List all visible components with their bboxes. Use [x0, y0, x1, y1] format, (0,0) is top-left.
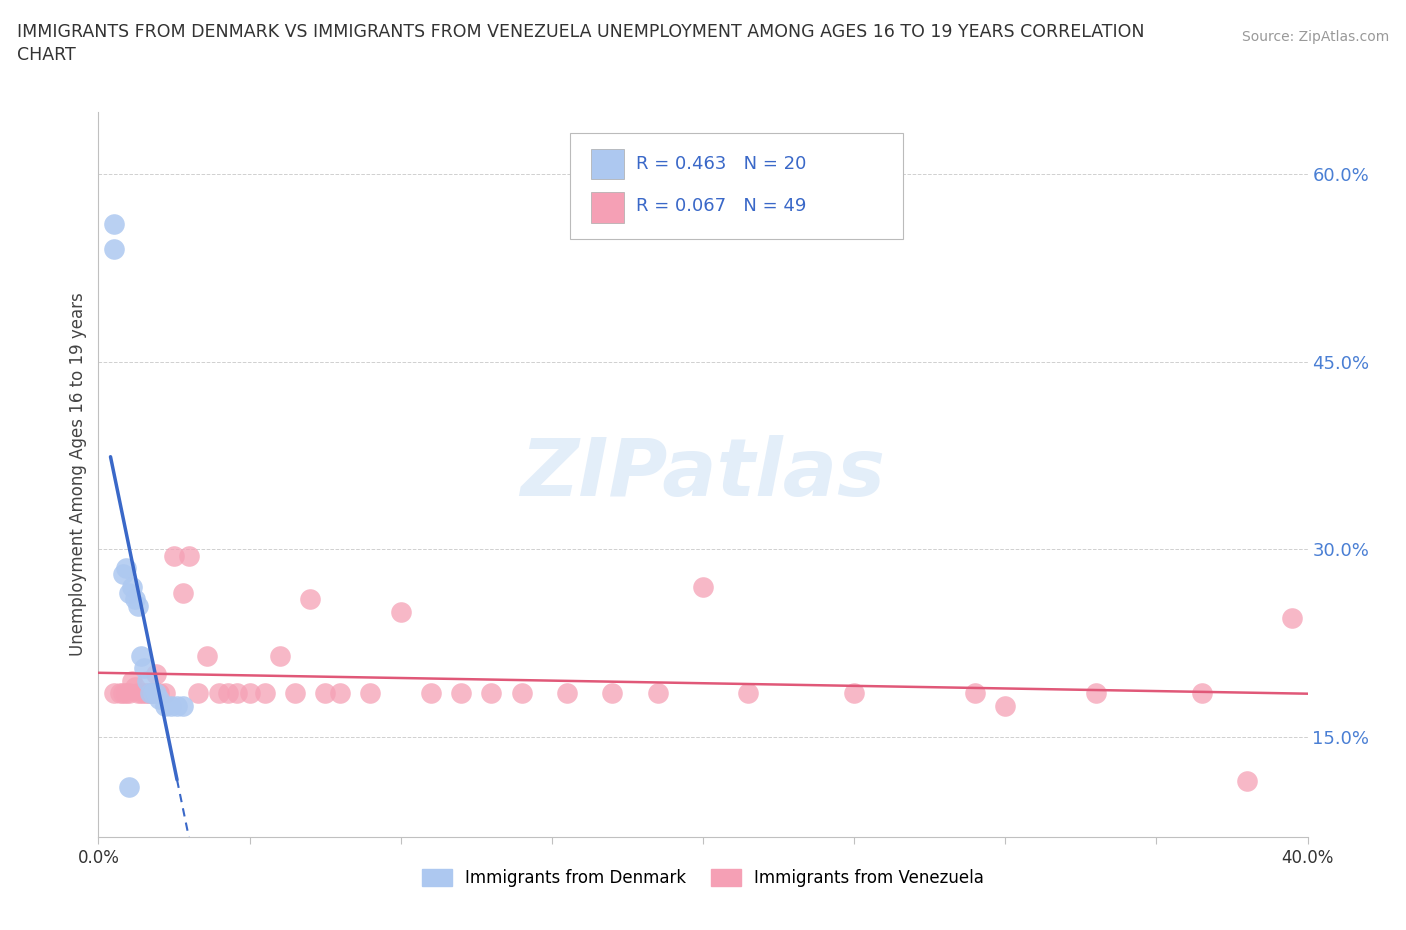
Point	[114, 561, 136, 576]
Text: R = 0.463   N = 20: R = 0.463 N = 20	[637, 155, 807, 173]
Point	[737, 685, 759, 700]
Point	[965, 685, 987, 700]
Point	[160, 698, 183, 713]
Point	[172, 698, 194, 713]
Point	[208, 685, 231, 700]
Point	[127, 685, 149, 700]
Point	[217, 685, 239, 700]
Point	[195, 648, 218, 663]
Point	[132, 660, 155, 675]
Point	[108, 685, 131, 700]
FancyBboxPatch shape	[591, 149, 624, 179]
Point	[153, 685, 176, 700]
Text: ZIPatlas: ZIPatlas	[520, 435, 886, 513]
Point	[1191, 685, 1213, 700]
Point	[844, 685, 866, 700]
Point	[121, 579, 143, 594]
Text: Source: ZipAtlas.com: Source: ZipAtlas.com	[1241, 30, 1389, 44]
Point	[114, 685, 136, 700]
Point	[360, 685, 382, 700]
Point	[450, 685, 472, 700]
Point	[481, 685, 503, 700]
Point	[602, 685, 624, 700]
Point	[111, 567, 134, 582]
Point	[269, 648, 291, 663]
Point	[129, 685, 152, 700]
Point	[555, 685, 578, 700]
Point	[132, 685, 155, 700]
Point	[299, 591, 322, 606]
Point	[103, 685, 125, 700]
FancyBboxPatch shape	[591, 193, 624, 222]
Point	[135, 673, 157, 688]
Point	[389, 604, 412, 619]
Point	[145, 685, 167, 700]
Point	[172, 586, 194, 601]
Point	[253, 685, 276, 700]
Y-axis label: Unemployment Among Ages 16 to 19 years: Unemployment Among Ages 16 to 19 years	[69, 292, 87, 657]
Point	[142, 685, 165, 700]
Point	[148, 692, 170, 707]
Point	[103, 242, 125, 257]
Point	[510, 685, 533, 700]
Point	[163, 548, 186, 563]
Point	[127, 598, 149, 613]
Legend: Immigrants from Denmark, Immigrants from Venezuela: Immigrants from Denmark, Immigrants from…	[415, 862, 991, 894]
Point	[994, 698, 1017, 713]
Point	[284, 685, 307, 700]
Point	[329, 685, 352, 700]
Point	[1085, 685, 1108, 700]
Point	[647, 685, 669, 700]
Point	[139, 685, 162, 700]
Text: R = 0.067   N = 49: R = 0.067 N = 49	[637, 197, 807, 215]
Point	[239, 685, 262, 700]
Point	[142, 685, 165, 700]
Point	[179, 548, 201, 563]
Text: IMMIGRANTS FROM DENMARK VS IMMIGRANTS FROM VENEZUELA UNEMPLOYMENT AMONG AGES 16 : IMMIGRANTS FROM DENMARK VS IMMIGRANTS FR…	[17, 23, 1144, 41]
Point	[121, 673, 143, 688]
Point	[118, 685, 141, 700]
Point	[148, 685, 170, 700]
Point	[129, 648, 152, 663]
Point	[135, 685, 157, 700]
Point	[1281, 611, 1303, 626]
Point	[124, 680, 146, 695]
Point	[420, 685, 443, 700]
Point	[314, 685, 336, 700]
Point	[118, 779, 141, 794]
Point	[153, 698, 176, 713]
Point	[1236, 773, 1258, 788]
Point	[124, 591, 146, 606]
Point	[139, 685, 162, 700]
Point	[166, 698, 188, 713]
Point	[118, 586, 141, 601]
Point	[145, 667, 167, 682]
Point	[692, 579, 714, 594]
Text: CHART: CHART	[17, 46, 76, 64]
FancyBboxPatch shape	[569, 133, 903, 239]
Point	[226, 685, 249, 700]
Point	[187, 685, 209, 700]
Point	[111, 685, 134, 700]
Point	[103, 217, 125, 232]
